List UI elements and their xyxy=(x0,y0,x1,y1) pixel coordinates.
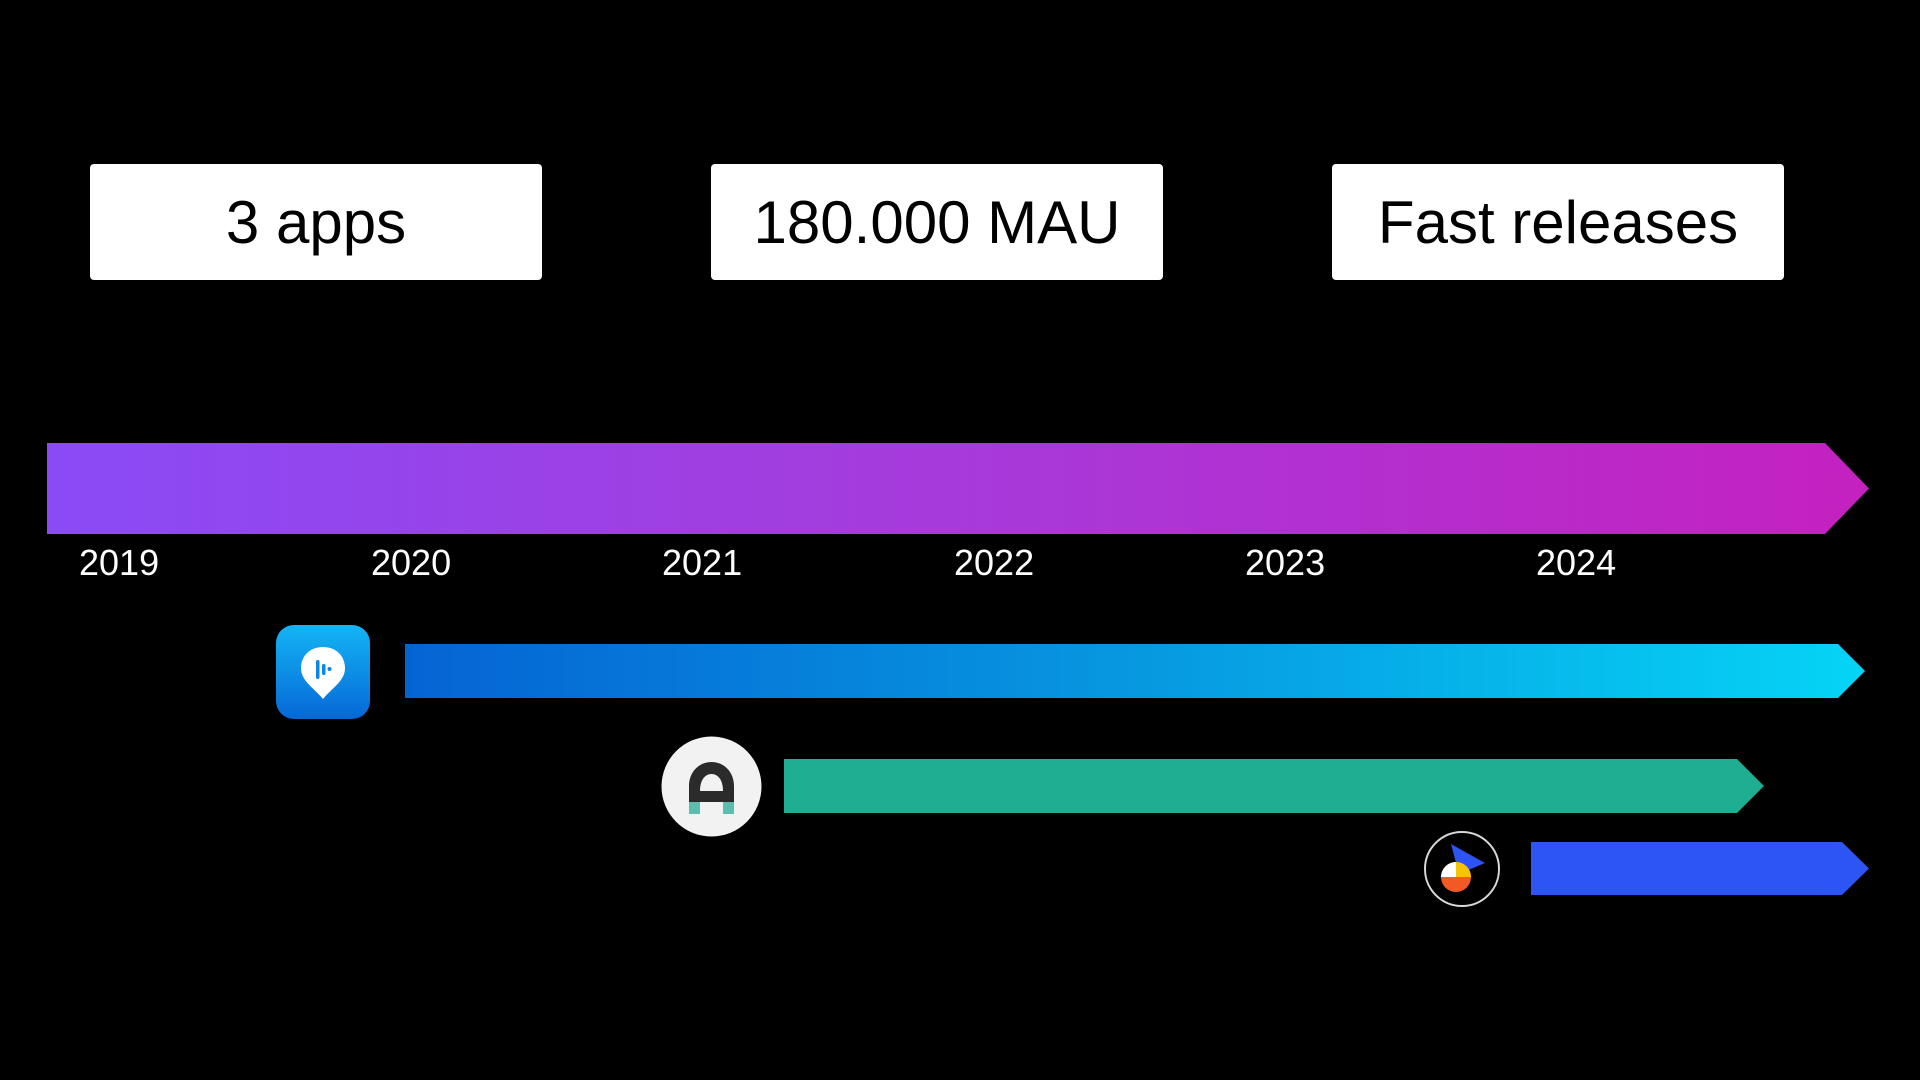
stat-card-apps: 3 apps xyxy=(90,164,542,280)
year-label: 2023 xyxy=(1245,542,1326,583)
podcast-location-pin-icon xyxy=(276,625,370,719)
year-label: 2019 xyxy=(79,542,160,583)
stat-label: 3 apps xyxy=(225,188,407,256)
stat-card-mau: 180.000 MAU xyxy=(711,164,1163,280)
stat-label: Fast releases xyxy=(1377,188,1739,256)
year-label: 2021 xyxy=(662,542,743,583)
year-label: 2022 xyxy=(954,542,1035,583)
play-pie-logo-icon xyxy=(1423,830,1501,908)
year-label: 2020 xyxy=(371,542,452,583)
stat-label: 180.000 MAU xyxy=(753,188,1121,256)
stat-card-releases: Fast releases xyxy=(1332,164,1784,280)
app-timeline-bar xyxy=(1531,842,1869,895)
app-timeline-bar xyxy=(405,644,1865,698)
letter-a-logo-icon xyxy=(661,736,762,837)
timeline-arrow xyxy=(47,443,1869,534)
year-label: 2024 xyxy=(1536,542,1617,583)
app-timeline-bar xyxy=(784,759,1764,813)
